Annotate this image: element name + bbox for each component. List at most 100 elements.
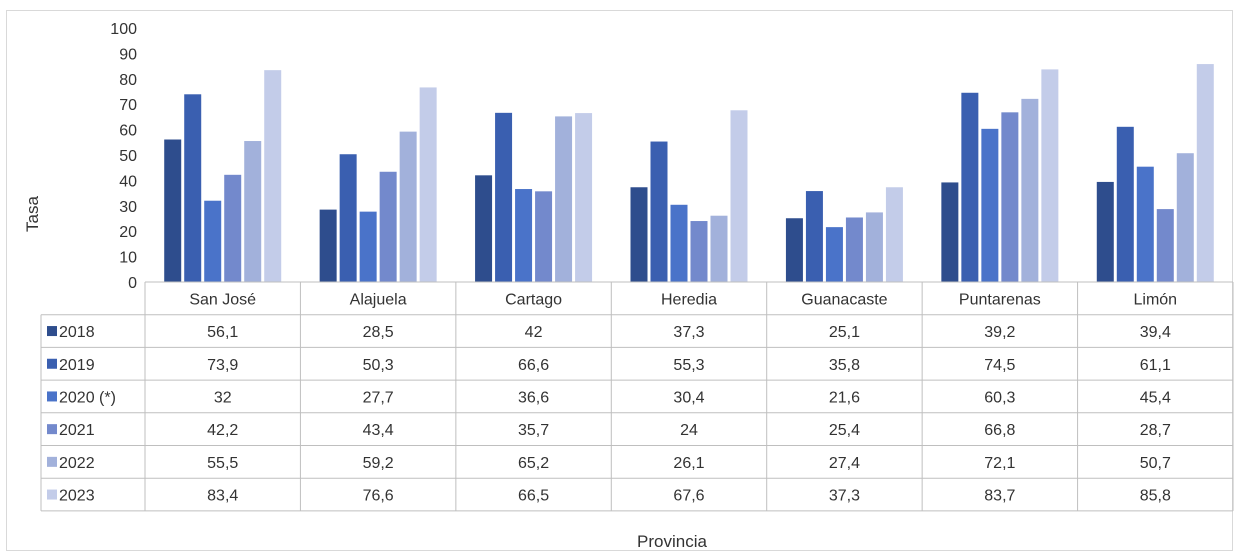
y-axis-ticks: 0 10 20 30 40 50 60 70 80 90 100 (110, 21, 137, 292)
legend-key (47, 326, 57, 337)
data-cell: 61,1 (1140, 357, 1171, 374)
y-tick-label: 0 (128, 275, 137, 292)
legend-key (47, 391, 57, 402)
data-cell: 21,6 (829, 389, 860, 406)
data-cell: 65,2 (518, 455, 549, 472)
series-name: 2021 (59, 422, 95, 439)
bar (865, 212, 883, 282)
bar (845, 217, 863, 282)
data-cell: 45,4 (1140, 389, 1171, 406)
y-tick-label: 30 (119, 199, 137, 216)
bar (690, 221, 708, 282)
category-label: Limón (1133, 291, 1177, 308)
bar (1096, 181, 1114, 282)
y-tick-label: 100 (110, 21, 137, 38)
y-tick-label: 50 (119, 148, 137, 165)
bar (475, 175, 493, 282)
data-cell: 42,2 (207, 422, 238, 439)
data-cell: 50,7 (1140, 455, 1171, 472)
bar (730, 110, 748, 283)
bar (1041, 69, 1059, 282)
data-cell: 85,8 (1140, 488, 1171, 505)
y-tick-label: 40 (119, 173, 137, 190)
legend-key (47, 358, 57, 369)
bar (670, 204, 688, 282)
bar (805, 191, 823, 282)
data-cell: 32 (214, 389, 232, 406)
data-cell: 39,4 (1140, 324, 1171, 341)
data-cell: 66,5 (518, 488, 549, 505)
series-name: 2020 (*) (59, 389, 116, 406)
data-cell: 83,7 (984, 488, 1015, 505)
data-cell: 66,6 (518, 357, 549, 374)
bar (224, 174, 242, 282)
bar (961, 92, 979, 283)
bar (650, 141, 668, 282)
data-cell: 83,4 (207, 488, 238, 505)
data-cell: 59,2 (363, 455, 394, 472)
data-cell: 67,6 (673, 488, 704, 505)
bar (359, 211, 377, 282)
bar (575, 113, 593, 282)
data-cell: 60,3 (984, 389, 1015, 406)
y-axis-title: Tasa (23, 196, 42, 232)
bar (244, 141, 262, 282)
bar (981, 128, 999, 282)
data-cell: 55,5 (207, 455, 238, 472)
y-tick-label: 90 (119, 46, 137, 63)
data-cell: 37,3 (829, 488, 860, 505)
bar (1176, 153, 1194, 282)
bar (319, 209, 337, 282)
bar (555, 116, 573, 282)
bar (419, 87, 437, 282)
bar (164, 139, 182, 282)
data-cell: 50,3 (363, 357, 394, 374)
category-label: San José (189, 291, 256, 308)
y-tick-label: 10 (119, 250, 137, 267)
category-label: Alajuela (350, 291, 407, 308)
category-label: Heredia (661, 291, 717, 308)
bar (1001, 112, 1019, 282)
data-cell: 25,1 (829, 324, 860, 341)
bar (710, 215, 728, 282)
bar (785, 218, 803, 282)
category-label: Guanacaste (801, 291, 887, 308)
bar (885, 187, 903, 282)
data-cell: 36,6 (518, 389, 549, 406)
data-cell: 30,4 (673, 389, 704, 406)
bar (204, 200, 222, 282)
x-axis-title: Provincia (637, 532, 707, 551)
bar (1116, 126, 1134, 282)
series-name: 2019 (59, 357, 95, 374)
data-cell: 25,4 (829, 422, 860, 439)
bar (1196, 64, 1214, 283)
data-cell: 39,2 (984, 324, 1015, 341)
data-cell: 27,4 (829, 455, 860, 472)
bar (184, 94, 202, 282)
category-label: Cartago (505, 291, 562, 308)
data-cell: 74,5 (984, 357, 1015, 374)
legend-key (47, 456, 57, 467)
bar (1136, 166, 1154, 282)
legend-key (47, 489, 57, 500)
legend-key (47, 424, 57, 435)
bar (1156, 209, 1174, 282)
bar (1021, 98, 1039, 282)
data-cell: 24 (680, 422, 698, 439)
data-table: San José Alajuela Cartago Heredia Guanacaste… (40, 281, 1234, 512)
bar (495, 112, 513, 282)
data-cell: 66,8 (984, 422, 1015, 439)
data-cell: 37,3 (673, 324, 704, 341)
bar (399, 131, 417, 282)
data-cell: 28,7 (1140, 422, 1171, 439)
data-cell: 42 (525, 324, 543, 341)
bar (630, 187, 648, 282)
bar (941, 182, 959, 282)
data-cell: 72,1 (984, 455, 1015, 472)
y-tick-label: 80 (119, 72, 137, 89)
data-cell: 26,1 (673, 455, 704, 472)
series-name: 2023 (59, 488, 95, 505)
data-cell: 76,6 (363, 488, 394, 505)
y-tick-label: 60 (119, 123, 137, 140)
